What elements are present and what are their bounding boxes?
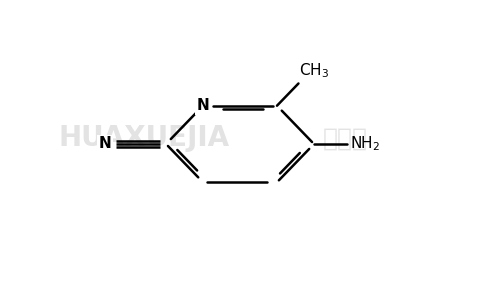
Text: CH$_3$: CH$_3$ (300, 61, 330, 80)
Text: N: N (98, 137, 111, 151)
Text: N: N (197, 98, 209, 113)
Text: 化学加: 化学加 (323, 126, 368, 150)
Text: HUAXUEJIA: HUAXUEJIA (59, 124, 230, 152)
Text: NH$_2$: NH$_2$ (350, 135, 380, 153)
